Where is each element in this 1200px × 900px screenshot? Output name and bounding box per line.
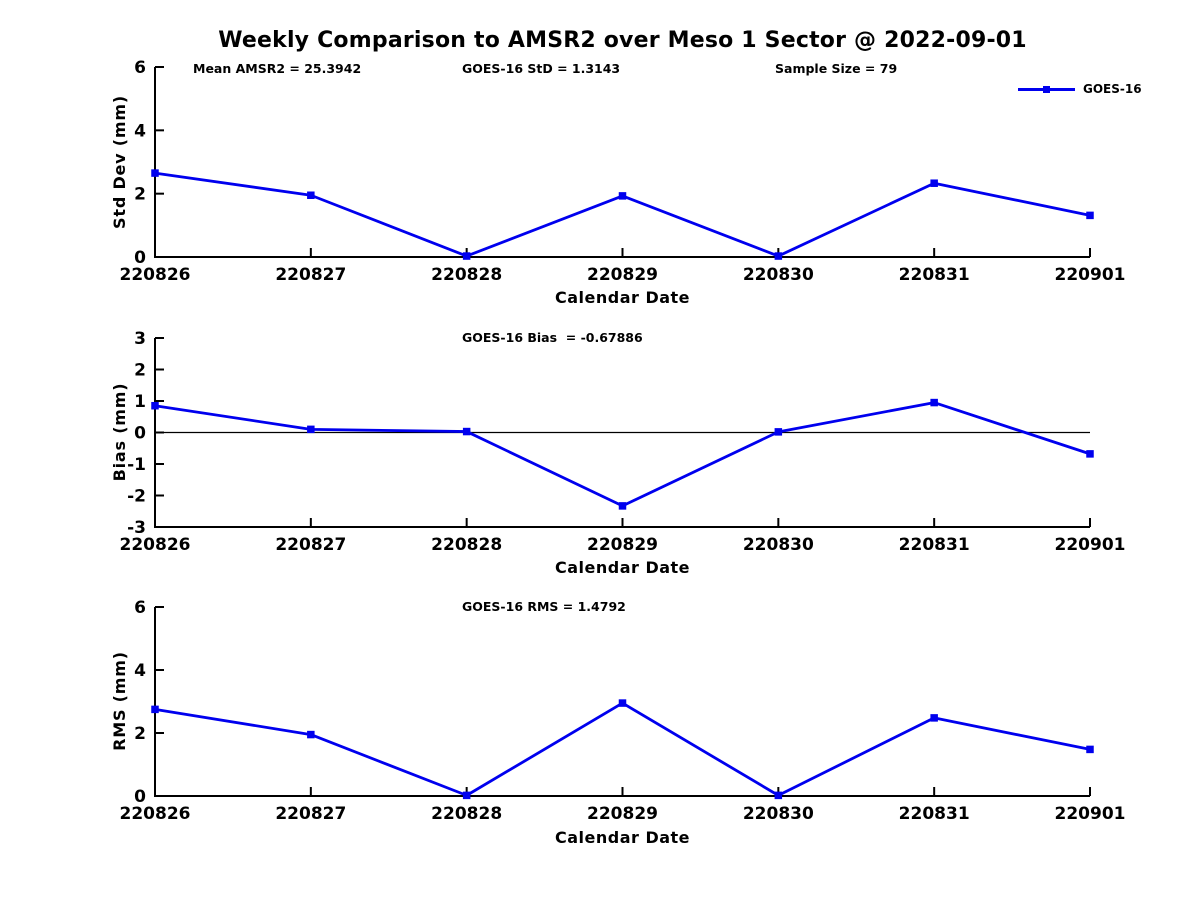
rms-marker xyxy=(618,699,627,707)
bias-line xyxy=(154,401,1091,508)
rms-marker xyxy=(462,791,471,800)
y-tick-label: 0 xyxy=(134,248,146,268)
xlabel-rms: Calendar Date xyxy=(554,828,691,847)
x-tick-label: 220829 xyxy=(587,804,658,824)
y-tick-label: -2 xyxy=(127,487,146,507)
x-tick-label: 220831 xyxy=(899,804,970,824)
y-tick-label: 3 xyxy=(134,329,146,349)
panel-std-dev: 0 2 4 6 220826 220827 220828 220829 220830 220831… xyxy=(120,58,1126,285)
y-tick-label: 2 xyxy=(134,724,146,744)
std-dev-marker xyxy=(307,191,315,199)
ylabel-rms: RMS (mm) xyxy=(110,651,129,751)
y-tick-label: -1 xyxy=(127,455,146,475)
x-tick-label: 220827 xyxy=(275,804,346,824)
page-title: Weekly Comparison to AMSR2 over Meso 1 S… xyxy=(218,28,1027,53)
std-dev-marker xyxy=(462,252,471,260)
rms-subtitle: GOES-16 RMS = 1.4792 xyxy=(462,599,626,614)
std-dev-line xyxy=(154,171,1091,258)
bias-marker xyxy=(774,428,783,436)
bias-subtitle: GOES-16 Bias = -0.67886 xyxy=(462,330,643,345)
legend-label: GOES-16 xyxy=(1083,82,1142,96)
std-dev-marker xyxy=(774,252,783,260)
annotation-sample-size: Sample Size = 79 xyxy=(775,61,898,76)
std-dev-marker xyxy=(930,179,938,187)
annotation-goes16-std: GOES-16 StD = 1.3143 xyxy=(462,61,621,76)
bias-marker xyxy=(618,502,627,510)
xlabel-bias: Calendar Date xyxy=(554,558,691,577)
x-tick-label: 220901 xyxy=(1055,804,1126,824)
y-tick-label: 2 xyxy=(134,185,146,205)
x-tick-label: 220828 xyxy=(431,804,502,824)
x-tick-label: 220901 xyxy=(1055,535,1126,555)
bias-marker xyxy=(930,398,938,407)
annotation-mean-amsr2: Mean AMSR2 = 25.3942 xyxy=(193,61,362,76)
x-tick-label: 220830 xyxy=(743,804,814,824)
rms-line xyxy=(154,701,1091,797)
x-tick-label: 220830 xyxy=(743,265,814,285)
y-tick-label: 4 xyxy=(134,121,146,141)
x-tick-label: 220828 xyxy=(431,535,502,555)
x-tick-label: 220828 xyxy=(431,265,502,285)
rms-marker xyxy=(774,791,783,800)
y-tick-label: -3 xyxy=(127,518,146,538)
ylabel-bias: Bias (mm) xyxy=(110,382,129,482)
bias-marker xyxy=(307,425,315,434)
legend-square-marker-icon xyxy=(1043,85,1050,93)
std-dev-marker xyxy=(618,192,627,200)
panel-bias: -3 -2 -1 0 1 2 3 220826 220827 220828 220829 220830… xyxy=(120,329,1126,555)
x-tick-label: 220826 xyxy=(120,804,191,824)
legend-line-swatch xyxy=(1018,85,1075,93)
legend: GOES-16 xyxy=(1018,82,1142,96)
y-tick-label: 2 xyxy=(134,361,146,381)
y-tick-label: 6 xyxy=(134,598,146,618)
x-tick-label: 220829 xyxy=(587,535,658,555)
x-tick-label: 220831 xyxy=(899,265,970,285)
axis-frame xyxy=(154,67,1090,258)
bias-marker xyxy=(1086,450,1094,458)
rms-marker xyxy=(307,730,315,739)
x-tick-label: 220830 xyxy=(743,535,814,555)
rms-marker xyxy=(930,714,938,722)
ylabel-std-dev: Std Dev (mm) xyxy=(110,95,129,229)
x-tick-label: 220827 xyxy=(275,265,346,285)
rms-marker xyxy=(151,705,159,714)
std-dev-marker xyxy=(151,169,159,177)
xlabel-std-dev: Calendar Date xyxy=(554,288,691,307)
std-dev-marker xyxy=(1086,211,1094,220)
x-tick-label: 220826 xyxy=(120,535,191,555)
rms-marker xyxy=(1086,745,1094,754)
y-tick-label: 1 xyxy=(134,392,146,412)
x-tick-label: 220826 xyxy=(120,265,191,285)
y-tick-label: 0 xyxy=(134,424,146,444)
bias-marker xyxy=(151,401,159,410)
panel-rms: 0 2 4 6 220826 220827 220828 220829 220830 220831… xyxy=(120,598,1126,824)
bias-marker xyxy=(462,427,471,436)
y-tick-label: 0 xyxy=(134,787,146,807)
y-tick-label: 6 xyxy=(134,58,146,78)
x-tick-label: 220831 xyxy=(899,535,970,555)
x-tick-label: 220829 xyxy=(587,265,658,285)
y-tick-label: 4 xyxy=(134,661,146,681)
x-tick-label: 220827 xyxy=(275,535,346,555)
x-tick-label: 220901 xyxy=(1055,265,1126,285)
